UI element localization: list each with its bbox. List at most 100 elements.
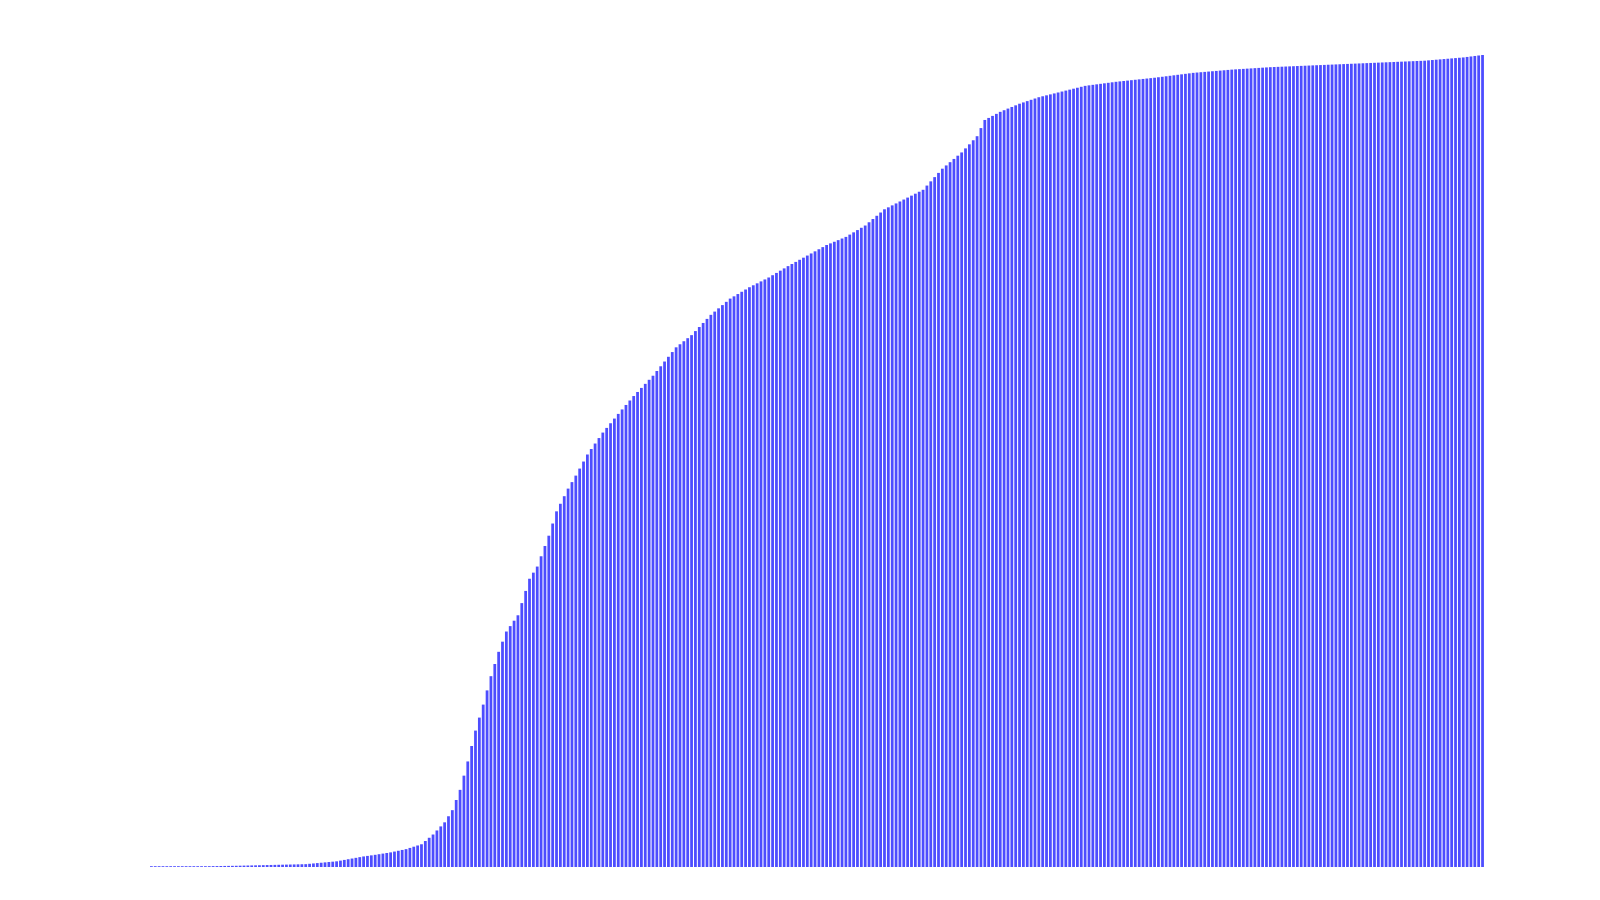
bar [1257,67,1261,867]
bar [408,847,412,867]
bar [929,181,933,868]
bar [975,136,979,867]
bar [1388,62,1392,867]
bar [1326,64,1330,868]
bar [821,247,825,867]
bar [1434,59,1438,867]
bar [558,503,562,867]
bar [180,866,184,867]
bar [883,209,886,867]
bar [1442,59,1446,868]
bar [242,865,246,867]
bar [994,113,998,868]
bar [794,261,798,867]
bar [227,865,230,867]
bar [285,864,288,867]
bar [1396,61,1400,867]
bar [956,155,960,867]
bar [1473,55,1477,868]
bar [910,195,913,867]
bar [296,864,300,867]
bar [1099,83,1102,867]
bar [258,865,261,867]
bar [902,199,906,868]
bar [1160,76,1164,867]
bar [204,866,207,867]
bar [1021,102,1025,868]
bar [1376,62,1380,867]
bar [875,215,879,867]
bar [1137,79,1141,868]
bar [1311,65,1315,867]
bar [528,578,531,867]
bar [721,305,724,868]
bar [555,511,558,867]
bar [871,219,875,867]
bar [1261,67,1264,868]
bar [836,240,840,867]
bar [1180,74,1183,867]
bar [1153,77,1156,868]
bar [508,626,512,867]
bar [778,270,782,867]
bar [1369,62,1373,867]
bar [605,427,609,867]
bar [173,866,176,867]
bar [613,418,616,867]
bar [686,338,690,867]
bar [470,746,474,867]
bar [366,855,369,867]
bar [1211,71,1214,868]
bar [566,488,570,867]
bar [832,241,836,867]
bar [447,816,450,867]
bar [763,279,767,867]
bar [327,862,331,867]
bar [1076,87,1079,867]
bar [1222,70,1226,867]
bar [423,841,427,867]
bar [1380,62,1384,868]
bar [157,866,161,867]
bar [1049,94,1052,867]
bar [659,366,663,867]
bar [697,327,701,867]
bar [1365,63,1369,868]
bar [339,860,342,867]
bar [1330,64,1334,867]
bar [971,140,975,867]
bar [1064,90,1068,868]
bar [223,865,227,867]
bar [890,205,894,867]
bar [1195,72,1199,868]
bar [165,866,169,867]
bar [1238,69,1241,867]
bar [169,866,173,867]
bar [1338,64,1342,867]
bar [1384,62,1388,868]
bar [497,651,501,867]
bar [250,865,254,867]
bar [748,287,751,868]
bar [1079,86,1083,868]
bar [524,590,528,867]
bar [520,603,524,867]
bar [732,296,736,868]
bar [586,454,589,867]
bar [1392,61,1396,868]
bar [516,615,520,867]
bar [817,249,821,868]
bar [1164,76,1168,867]
bar [894,203,898,867]
bar [319,862,323,867]
bar [261,865,265,867]
bar [1187,73,1191,868]
bar [231,865,234,867]
bar [886,207,890,867]
bar [948,162,952,867]
bar [501,641,504,867]
bar [1118,81,1122,867]
bar [427,837,431,867]
bar [1450,58,1454,868]
